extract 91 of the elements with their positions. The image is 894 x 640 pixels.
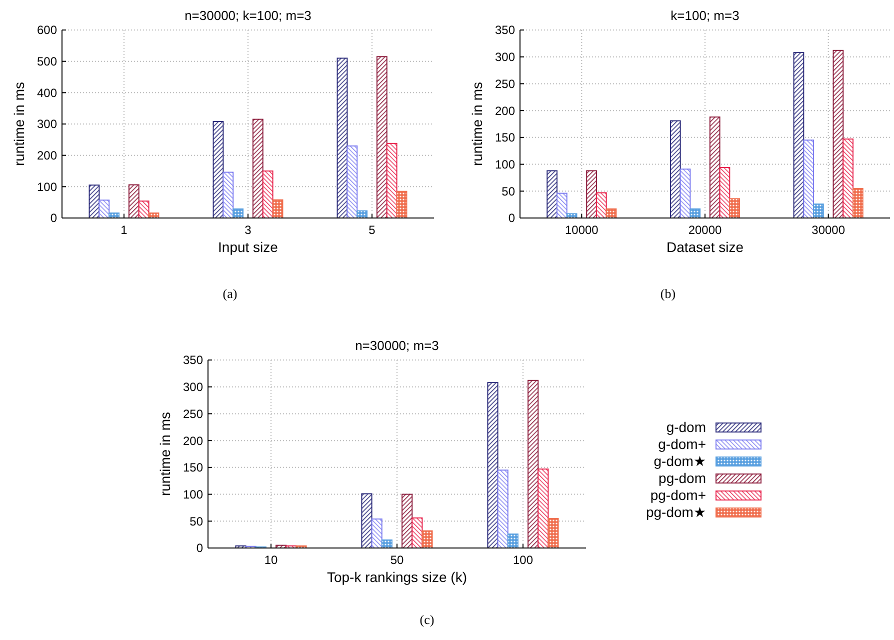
bar [729, 198, 740, 218]
bar [507, 534, 518, 548]
x-tick-label: 10 [264, 553, 278, 567]
bar [813, 204, 824, 218]
bar [670, 120, 681, 218]
bar [346, 145, 358, 218]
x-tick-label: 30000 [812, 223, 846, 237]
bar [98, 200, 110, 218]
y-axis-title: runtime in ms [469, 82, 485, 166]
y-tick-label: 200 [494, 104, 516, 118]
legend-label: pg-dom [658, 470, 706, 486]
bar [832, 50, 844, 218]
bar [272, 199, 284, 218]
bar [361, 493, 372, 548]
x-axis-title: Input size [218, 239, 278, 255]
y-tick-label: 400 [36, 86, 58, 100]
y-tick-label: 100 [36, 180, 58, 194]
x-tick-label: 50 [390, 553, 404, 567]
bar [212, 120, 224, 218]
bar [252, 118, 264, 218]
x-tick-label: 1 [120, 223, 128, 237]
y-tick-label: 50 [502, 184, 516, 198]
y-tick-label: 300 [494, 50, 516, 64]
y-tick-label: 350 [182, 353, 204, 368]
bar [596, 192, 607, 218]
y-tick-label: 100 [494, 157, 516, 172]
y-tick-label: 500 [36, 54, 58, 69]
bar [412, 517, 423, 548]
bar [497, 470, 508, 548]
y-tick-label: 600 [36, 23, 58, 38]
bar [586, 170, 597, 218]
chart-title: n=30000; k=100; m=3 [184, 8, 312, 23]
y-tick-label: 0 [508, 211, 516, 226]
y-tick-label: 300 [182, 380, 204, 394]
bar [336, 58, 348, 218]
bar [690, 208, 701, 218]
bar [138, 200, 150, 218]
bar [422, 530, 433, 548]
legend-label: pg-dom★ [646, 504, 706, 520]
y-tick-label: 200 [182, 434, 204, 448]
x-axis-title: Top-k rankings size (k) [326, 569, 468, 585]
bar [222, 172, 234, 218]
chart-title: k=100; m=3 [670, 8, 740, 23]
y-tick-label: 350 [494, 23, 516, 38]
bar [556, 192, 568, 218]
bar [842, 138, 854, 218]
x-tick-label: 20000 [688, 223, 722, 237]
y-tick-label: 200 [36, 148, 58, 163]
bar [793, 52, 804, 218]
legend-label: g-dom [666, 419, 706, 435]
x-tick-label: 10000 [564, 223, 599, 237]
bar [232, 208, 244, 218]
bar [402, 494, 413, 548]
y-tick-label: 150 [182, 460, 204, 475]
bar [548, 518, 559, 548]
legend-label: pg-dom+ [650, 487, 706, 503]
legend-label: g-dom★ [654, 453, 706, 469]
chart-title: n=30000; m=3 [355, 338, 439, 353]
text: (a) [222, 286, 238, 301]
y-tick-label: 50 [190, 514, 204, 528]
bar [262, 170, 274, 218]
text: (c) [420, 612, 434, 627]
text: (b) [660, 286, 676, 301]
y-tick-label: 150 [494, 130, 516, 145]
x-tick-label: 100 [512, 553, 534, 567]
bar [803, 140, 814, 218]
bar [386, 142, 398, 218]
bar [376, 56, 388, 218]
y-tick-label: 0 [196, 541, 204, 556]
bar [128, 184, 140, 218]
x-tick-label: 3 [244, 223, 252, 237]
bar [396, 190, 408, 218]
bar [371, 518, 382, 548]
x-tick-label: 5 [368, 223, 376, 237]
bar [538, 468, 549, 548]
bar [546, 170, 558, 218]
y-tick-label: 250 [182, 406, 204, 421]
x-axis-title: Dataset size [666, 239, 744, 255]
bar [709, 116, 720, 218]
bar [852, 188, 864, 218]
y-tick-label: 100 [182, 487, 204, 502]
y-tick-label: 250 [494, 76, 516, 91]
y-axis-title: runtime in ms [157, 412, 173, 496]
y-tick-label: 300 [36, 117, 58, 132]
legend-label: g-dom+ [658, 436, 706, 452]
bar [719, 167, 730, 218]
bar [528, 380, 539, 548]
bar [487, 382, 498, 548]
y-axis-title: runtime in ms [11, 82, 27, 166]
bar [680, 168, 691, 218]
y-tick-label: 0 [50, 211, 58, 226]
